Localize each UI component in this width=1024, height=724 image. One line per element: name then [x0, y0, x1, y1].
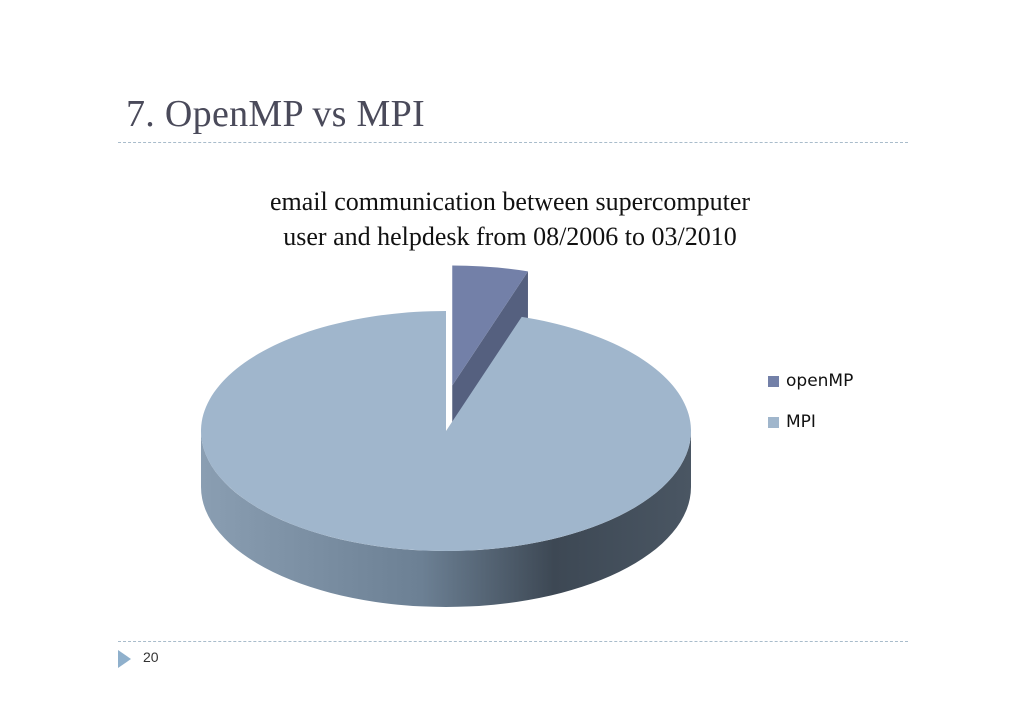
legend-swatch-openmp [768, 375, 779, 387]
chart-title: email communication between supercompute… [160, 184, 860, 254]
legend-label-openmp: openMP [786, 371, 854, 391]
chart-title-line-1: email communication between supercompute… [269, 187, 751, 216]
pie-side-mpi [201, 431, 691, 607]
title-divider [118, 142, 908, 143]
legend-item-mpi: MPI [768, 411, 853, 433]
chart-title-line-2: user and helpdesk from 08/2006 to 03/201… [283, 222, 737, 251]
legend-label-mpi: MPI [786, 412, 816, 432]
footer-divider [118, 641, 908, 642]
pie-slice-mpi [200, 311, 691, 551]
legend: openMP MPI [768, 370, 853, 452]
legend-swatch-mpi [768, 416, 779, 428]
page-number: 20 [143, 649, 159, 665]
pie-slice-openmp [452, 265, 528, 386]
slide-title: 7. OpenMP vs MPI [126, 93, 425, 135]
footer-arrow-icon [118, 650, 131, 668]
legend-item-openmp: openMP [768, 370, 853, 392]
